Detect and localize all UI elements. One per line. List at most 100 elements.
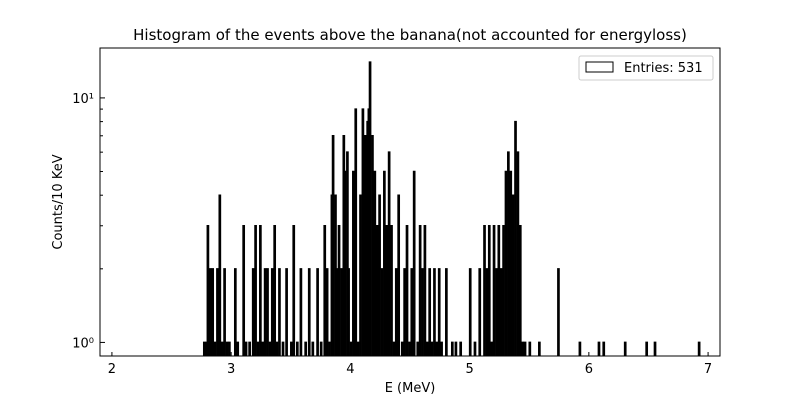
histogram-bin xyxy=(236,341,240,356)
histogram-bin xyxy=(425,341,429,356)
histogram-bin xyxy=(275,341,279,356)
histogram-bin xyxy=(499,268,503,356)
x-axis-label: E (MeV) xyxy=(385,381,436,396)
plot-area xyxy=(202,61,701,356)
histogram-bin xyxy=(538,341,541,356)
histogram-bin xyxy=(557,268,560,356)
x-tick-label: 3 xyxy=(227,362,235,377)
histogram-bin xyxy=(251,268,255,356)
y-axis-label: Counts/10 KeV xyxy=(51,154,66,249)
x-tick-label: 4 xyxy=(346,362,354,377)
histogram-bin xyxy=(400,341,404,356)
histogram-bin xyxy=(359,194,362,356)
x-tick-label: 6 xyxy=(585,362,593,377)
histogram-bin xyxy=(325,268,329,356)
histogram-bin xyxy=(304,341,308,356)
histogram-bin xyxy=(528,341,532,356)
histogram-bin xyxy=(473,341,477,356)
histogram-bin xyxy=(290,341,293,356)
x-tick-label: 7 xyxy=(704,362,712,377)
histogram-bin xyxy=(361,108,365,356)
histogram-bin xyxy=(410,268,414,356)
histogram-bin xyxy=(430,341,434,356)
histogram-bin xyxy=(380,268,384,356)
histogram-bin xyxy=(307,268,311,356)
histogram-bin xyxy=(354,108,358,356)
histogram-bin xyxy=(331,135,335,356)
histogram-bin xyxy=(408,341,411,356)
histogram-bin xyxy=(507,151,510,356)
histogram-bin xyxy=(421,268,424,356)
histogram-bin xyxy=(518,225,522,356)
histogram-bin xyxy=(263,268,267,356)
x-tick-label: 2 xyxy=(108,362,116,377)
legend-swatch xyxy=(585,61,614,73)
histogram-bin xyxy=(337,225,341,356)
histogram-bin xyxy=(218,194,222,356)
histogram-bin xyxy=(423,225,427,356)
histogram-bin xyxy=(202,341,206,356)
histogram-bin xyxy=(490,341,494,356)
histogram-bin xyxy=(403,268,406,356)
y-tick-label: 10¹ xyxy=(72,92,94,107)
histogram-bin xyxy=(485,268,489,356)
histogram-bin xyxy=(523,341,527,356)
histogram-bin xyxy=(373,170,377,356)
histogram-bin xyxy=(653,341,657,356)
histogram-bin xyxy=(281,341,285,356)
histogram-bin xyxy=(328,341,331,356)
histogram-bin xyxy=(352,170,355,356)
histogram-bin xyxy=(392,341,396,356)
histogram-bin xyxy=(211,268,215,356)
histogram-bin xyxy=(397,194,401,356)
histogram-bin xyxy=(335,268,339,356)
histogram-bin xyxy=(233,268,237,356)
y-axis-ticks: 10⁰ 10¹ xyxy=(72,92,105,351)
histogram-bin xyxy=(521,341,525,356)
histogram-bin xyxy=(225,341,229,356)
histogram-bin xyxy=(223,268,226,356)
histogram-bin xyxy=(371,135,374,356)
histogram-bin xyxy=(261,341,265,356)
histogram-bin xyxy=(450,341,454,356)
histogram-bin xyxy=(516,151,520,356)
histogram-bin xyxy=(509,170,513,356)
histogram-bin xyxy=(375,225,379,356)
histogram-bin xyxy=(412,170,416,356)
histogram-bin xyxy=(428,268,432,356)
histogram-bin xyxy=(259,225,262,356)
histogram-bin xyxy=(405,225,409,356)
histogram-bin xyxy=(285,268,288,356)
histogram-bin xyxy=(248,341,251,356)
legend-label: Entries: 531 xyxy=(624,61,703,76)
histogram-bin xyxy=(340,268,343,356)
histogram-bin xyxy=(385,225,389,356)
histogram-bin xyxy=(697,341,701,356)
histogram-bin xyxy=(623,341,627,356)
histogram-bin xyxy=(487,225,491,356)
histogram-bin xyxy=(323,225,327,356)
histogram-bin xyxy=(445,268,448,356)
histogram-bin xyxy=(511,194,515,356)
histogram-bin xyxy=(368,61,372,356)
histogram-bin xyxy=(502,225,505,356)
histogram-bin xyxy=(478,268,482,356)
histogram-bin xyxy=(278,268,281,356)
histogram-bin xyxy=(343,170,347,356)
axes-frame xyxy=(99,47,721,357)
histogram-bin xyxy=(497,225,501,356)
histogram-bin xyxy=(242,225,246,356)
histogram-bin xyxy=(602,341,606,356)
legend: Entries: 531 xyxy=(578,55,714,81)
histogram-bin xyxy=(459,341,463,356)
histogram-bin xyxy=(356,341,360,356)
histogram-bin xyxy=(468,268,472,356)
histogram-bin xyxy=(273,225,277,356)
histogram-bin xyxy=(256,341,260,356)
histogram-bin xyxy=(483,225,486,356)
histogram-bin xyxy=(311,341,315,356)
histogram-bin xyxy=(347,268,350,356)
histogram-bin xyxy=(416,341,420,356)
histogram-bin xyxy=(295,341,299,356)
